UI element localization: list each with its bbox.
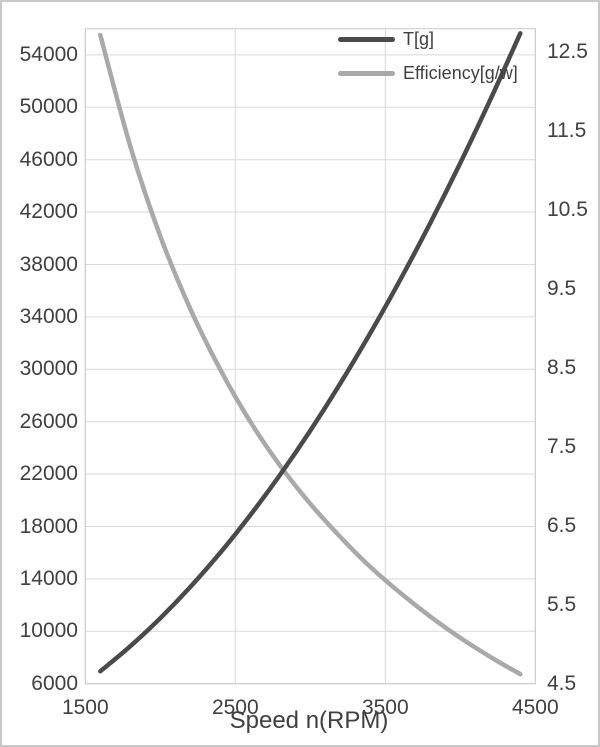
y-left-tick-label: 38000 xyxy=(19,252,78,276)
series-line-efficiency xyxy=(98,32,523,677)
x-tick-label: 3500 xyxy=(361,696,409,719)
y-left-tick-label: 14000 xyxy=(19,566,78,590)
y-right-tick-label: 10.5 xyxy=(547,198,588,222)
y-left-tick-label: 10000 xyxy=(19,619,78,643)
y-left-tick-label: 26000 xyxy=(19,409,78,433)
y-left-tick-label: 54000 xyxy=(19,42,78,66)
legend-label-t: T[g] xyxy=(403,29,435,49)
x-tick-label: 4500 xyxy=(511,696,559,719)
y-left-tick-label: 50000 xyxy=(19,95,78,119)
y-right-tick-label: 9.5 xyxy=(547,277,577,301)
y-left-tick-label: 30000 xyxy=(19,357,78,381)
legend-line-swatch-efficiency xyxy=(338,70,395,76)
y-right-tick-label: 7.5 xyxy=(547,434,577,458)
y-right-tick-label: 11.5 xyxy=(547,119,587,143)
y-right-tick-label: 8.5 xyxy=(547,356,577,380)
legend-line-swatch-t xyxy=(338,36,395,42)
y-left-tick-label: 6000 xyxy=(31,671,78,695)
y-left-tick-label: 42000 xyxy=(19,200,78,224)
series-line-t xyxy=(98,31,523,674)
legend: T[g] Efficiency[g/w] xyxy=(338,22,518,90)
y-right-tick-label: 5.5 xyxy=(547,592,577,616)
y-right-tick-label: 12.5 xyxy=(547,40,588,64)
legend-item-efficiency: Efficiency[g/w] xyxy=(338,56,518,90)
y-left-tick-label: 22000 xyxy=(19,462,78,486)
y-right-tick-label: 4.5 xyxy=(547,671,577,695)
legend-label-efficiency: Efficiency[g/w] xyxy=(403,63,518,83)
y-right-tick-label: 6.5 xyxy=(547,513,577,537)
x-axis-title: Speed n(RPM) xyxy=(229,707,389,734)
y-left-tick-label: 34000 xyxy=(19,304,78,328)
plot-border xyxy=(84,28,536,685)
x-tick-label: 1500 xyxy=(61,696,109,719)
x-tick-label: 2500 xyxy=(211,696,259,719)
y-left-tick-label: 18000 xyxy=(19,514,78,538)
legend-item-t: T[g] xyxy=(338,22,518,56)
y-left-tick-label: 46000 xyxy=(19,147,78,171)
